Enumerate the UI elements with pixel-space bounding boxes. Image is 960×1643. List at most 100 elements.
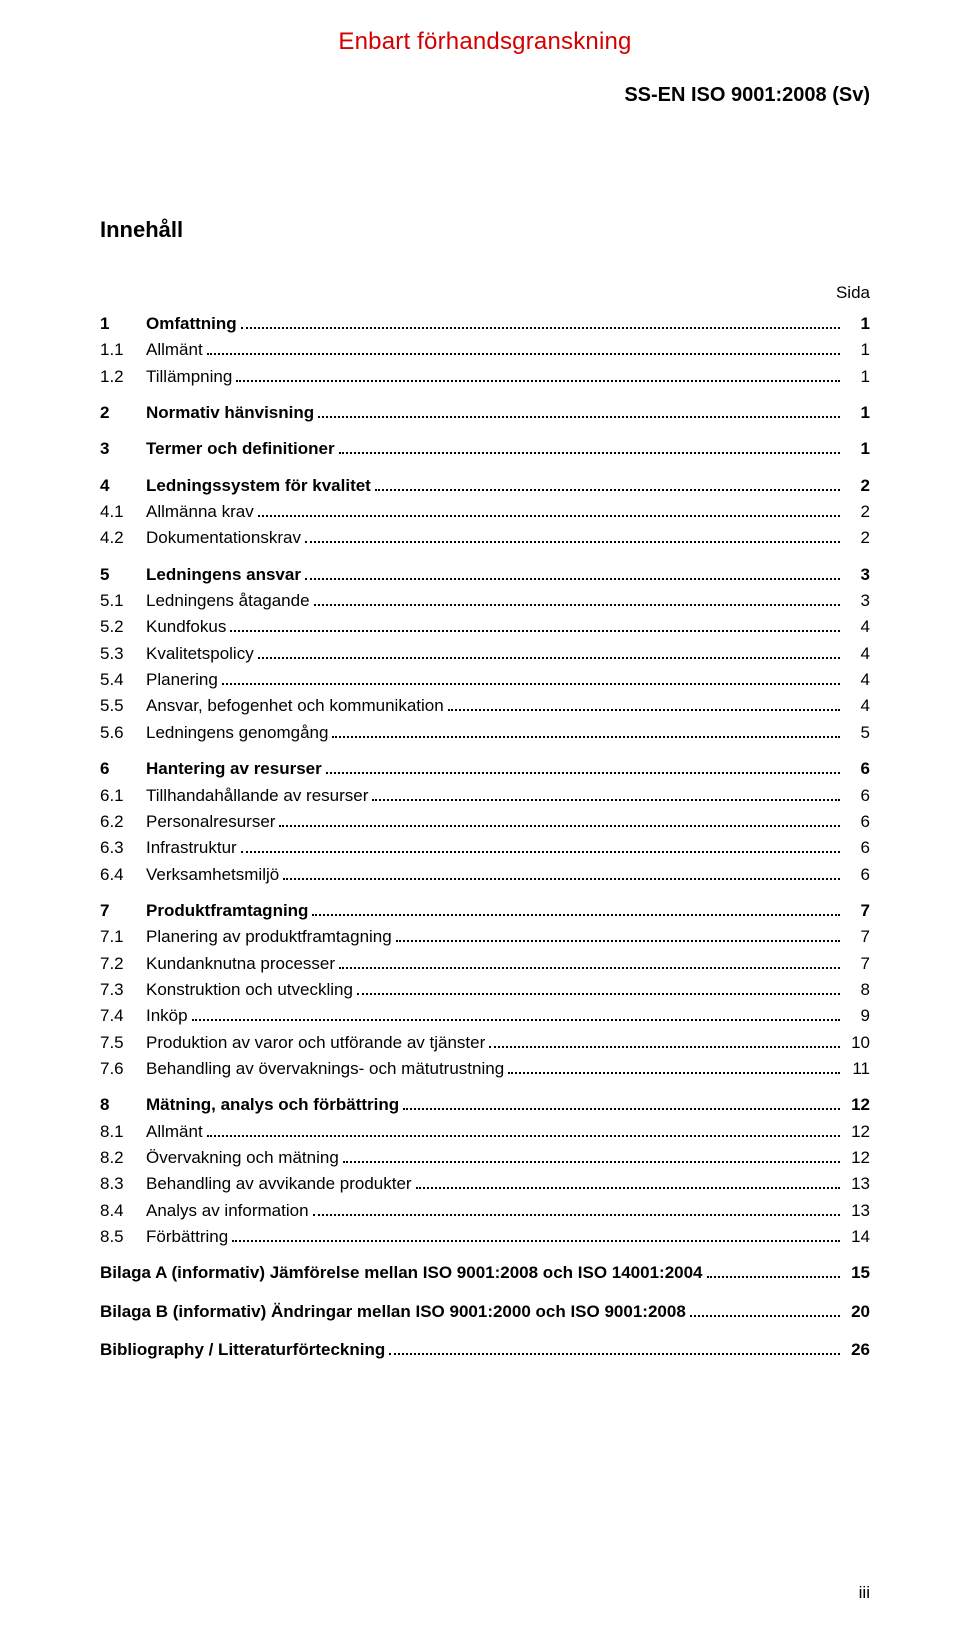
toc-page: 4 xyxy=(844,614,870,640)
toc-title: Produktion av varor och utförande av tjä… xyxy=(146,1030,485,1056)
toc-leader-dots xyxy=(372,785,840,800)
toc-number: 5 xyxy=(100,562,146,588)
toc-title: Mätning, analys och förbättring xyxy=(146,1092,399,1118)
toc-row: 8.5Förbättring14 xyxy=(100,1224,870,1250)
toc-leader-dots xyxy=(707,1263,840,1278)
toc-group: 5Ledningens ansvar35.1Ledningens åtagand… xyxy=(100,562,870,746)
toc-leader-dots xyxy=(416,1174,840,1189)
toc-page: 1 xyxy=(844,364,870,390)
toc-leader-dots xyxy=(326,759,840,774)
toc-page: 11 xyxy=(844,1056,870,1082)
toc-page: 10 xyxy=(844,1030,870,1056)
toc-leader-dots xyxy=(357,980,840,995)
toc-page: 6 xyxy=(844,756,870,782)
toc-row: 8.1Allmänt12 xyxy=(100,1119,870,1145)
toc-leader-dots xyxy=(389,1340,840,1355)
toc-title: Personalresurser xyxy=(146,809,275,835)
toc-page: 2 xyxy=(844,499,870,525)
toc-number: 2 xyxy=(100,400,146,426)
toc-row: 6Hantering av resurser6 xyxy=(100,756,870,782)
toc-page: 13 xyxy=(844,1171,870,1197)
toc-number: 5.6 xyxy=(100,720,146,746)
toc-leader-dots xyxy=(508,1059,840,1074)
toc-leader-dots xyxy=(241,838,840,853)
toc-leader-dots xyxy=(241,314,840,329)
toc-row: 7.1Planering av produktframtagning7 xyxy=(100,924,870,950)
appendix-row: Bilaga B (informativ) Ändringar mellan I… xyxy=(100,1299,870,1325)
toc-number: 1.2 xyxy=(100,364,146,390)
toc-row: 5.5Ansvar, befogenhet och kommunikation4 xyxy=(100,693,870,719)
toc-page: 5 xyxy=(844,720,870,746)
toc-row: 1Omfattning1 xyxy=(100,311,870,337)
toc-page: 6 xyxy=(844,783,870,809)
toc-number: 8.4 xyxy=(100,1198,146,1224)
toc-title: Analys av information xyxy=(146,1198,309,1224)
toc-number: 3 xyxy=(100,436,146,462)
toc-row: 7.3Konstruktion och utveckling8 xyxy=(100,977,870,1003)
toc-number: 7 xyxy=(100,898,146,924)
toc-page: 3 xyxy=(844,588,870,614)
toc-leader-dots xyxy=(192,1006,840,1021)
toc-number: 6.3 xyxy=(100,835,146,861)
toc-row: 7.4Inköp9 xyxy=(100,1003,870,1029)
toc-number: 7.5 xyxy=(100,1030,146,1056)
toc-row: 5.6Ledningens genomgång5 xyxy=(100,720,870,746)
toc-title: Behandling av övervaknings- och mätutrus… xyxy=(146,1056,504,1082)
toc-title: Infrastruktur xyxy=(146,835,237,861)
toc-leader-dots xyxy=(222,670,840,685)
toc-group: 7Produktframtagning77.1Planering av prod… xyxy=(100,898,870,1082)
appendix-title: Bibliography / Litteraturförteckning xyxy=(100,1337,385,1363)
toc-leader-dots xyxy=(305,528,840,543)
toc-number: 4 xyxy=(100,473,146,499)
toc-number: 5.3 xyxy=(100,641,146,667)
toc-row: 1.1Allmänt1 xyxy=(100,337,870,363)
toc-title: Kvalitetspolicy xyxy=(146,641,254,667)
toc-title: Ansvar, befogenhet och kommunikation xyxy=(146,693,444,719)
toc-leader-dots xyxy=(396,927,840,942)
toc-page: 7 xyxy=(844,951,870,977)
toc-number: 6.4 xyxy=(100,862,146,888)
toc-title: Dokumentationskrav xyxy=(146,525,301,551)
toc-leader-dots xyxy=(258,502,840,517)
toc-title: Planering av produktframtagning xyxy=(146,924,392,950)
toc-row: 2Normativ hänvisning1 xyxy=(100,400,870,426)
toc-page: 7 xyxy=(844,924,870,950)
toc-title: Tillämpning xyxy=(146,364,232,390)
toc-row: 5.3Kvalitetspolicy 4 xyxy=(100,641,870,667)
appendix-title: Bilaga A (informativ) Jämförelse mellan … xyxy=(100,1260,703,1286)
toc-group: 3Termer och definitioner1 xyxy=(100,436,870,462)
toc-page: 7 xyxy=(844,898,870,924)
appendix-row: Bibliography / Litteraturförteckning26 xyxy=(100,1337,870,1363)
toc-title: Tillhandahållande av resurser xyxy=(146,783,368,809)
toc-row: 5.2Kundfokus4 xyxy=(100,614,870,640)
toc-row: 8Mätning, analys och förbättring12 xyxy=(100,1092,870,1118)
toc-page: 9 xyxy=(844,1003,870,1029)
toc-title: Behandling av avvikande produkter xyxy=(146,1171,412,1197)
toc-row: 6.4Verksamhetsmiljö6 xyxy=(100,862,870,888)
toc-number: 6.2 xyxy=(100,809,146,835)
toc-title: Verksamhetsmiljö xyxy=(146,862,279,888)
toc-row: 4.1Allmänna krav2 xyxy=(100,499,870,525)
toc-page: 12 xyxy=(844,1092,870,1118)
toc-number: 7.6 xyxy=(100,1056,146,1082)
toc-page: 13 xyxy=(844,1198,870,1224)
toc-title: Konstruktion och utveckling xyxy=(146,977,353,1003)
toc-leader-dots xyxy=(314,591,840,606)
toc-number: 8.2 xyxy=(100,1145,146,1171)
toc-page: 2 xyxy=(844,525,870,551)
toc-row: 1.2Tillämpning 1 xyxy=(100,364,870,390)
toc-page: 4 xyxy=(844,641,870,667)
toc-number: 6 xyxy=(100,756,146,782)
toc-number: 8.3 xyxy=(100,1171,146,1197)
toc-title: Kundanknutna processer xyxy=(146,951,335,977)
toc-leader-dots xyxy=(207,1121,840,1136)
toc-group: 6Hantering av resurser66.1Tillhandahålla… xyxy=(100,756,870,888)
toc-title: Kundfokus xyxy=(146,614,226,640)
toc-page: 6 xyxy=(844,835,870,861)
toc-row: 6.1Tillhandahållande av resurser6 xyxy=(100,783,870,809)
toc-heading: Innehåll xyxy=(100,217,870,243)
toc-title: Termer och definitioner xyxy=(146,436,335,462)
toc-row: 5Ledningens ansvar3 xyxy=(100,562,870,588)
toc-title: Planering xyxy=(146,667,218,693)
toc-row: 8.3Behandling av avvikande produkter 13 xyxy=(100,1171,870,1197)
